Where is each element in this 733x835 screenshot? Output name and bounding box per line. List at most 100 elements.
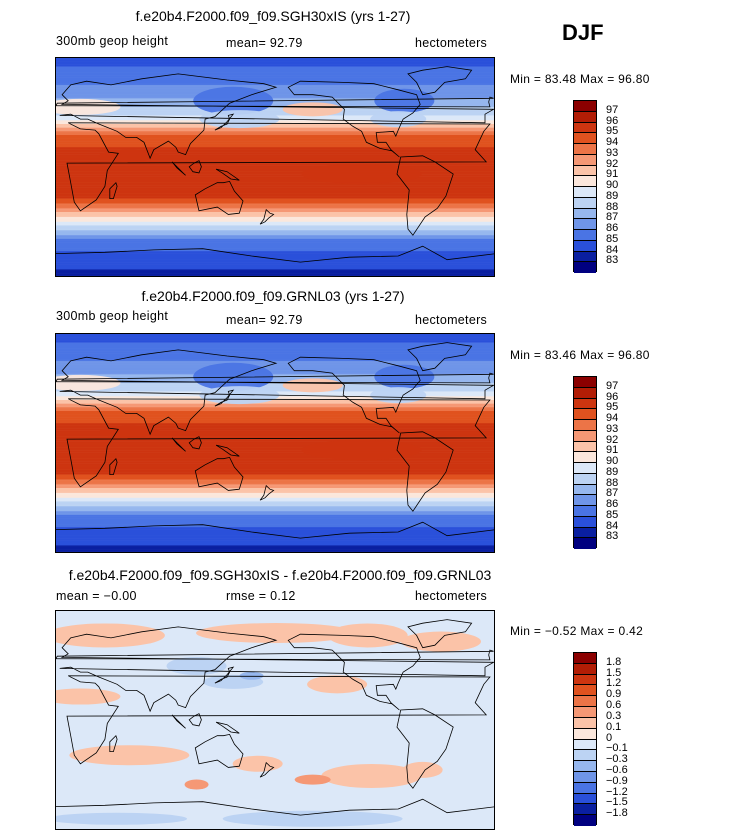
field-band [56, 439, 494, 441]
colorbar-segment [574, 516, 596, 528]
panel-2-title: f.e20b4.F2000.f09_f09.GRNL03 (yrs 1-27) [141, 288, 405, 304]
field-band [56, 95, 494, 98]
colorbar-tick-label: 91 [606, 444, 619, 457]
field-band [56, 376, 494, 379]
field-band [56, 152, 494, 154]
field-band [56, 70, 494, 72]
field-band [56, 505, 494, 507]
field-band [56, 163, 494, 165]
field-band [56, 62, 494, 65]
panel-2-map [55, 333, 495, 553]
colorbar-segment [574, 782, 596, 794]
field-band [56, 229, 494, 231]
field-band [56, 137, 494, 139]
colorbar-tick-label: 0.9 [606, 688, 622, 701]
field-anomaly [370, 387, 427, 404]
diff-anomaly [56, 623, 165, 648]
field-band [56, 335, 494, 337]
field-band [56, 202, 494, 204]
field-band [56, 342, 494, 345]
field-band [56, 404, 494, 407]
field-band [56, 431, 494, 434]
field-band [56, 500, 494, 502]
coastline [396, 708, 454, 789]
colorbar-segment [574, 165, 596, 177]
field-band [56, 197, 494, 199]
field-anomaly [282, 378, 343, 393]
coastline [171, 714, 186, 729]
colorbar-tick-label: 0.3 [606, 709, 622, 722]
field-band [56, 469, 494, 472]
panel-1-mean: mean= 92.79 [226, 36, 303, 50]
field-band [56, 155, 494, 158]
field-band [56, 442, 494, 445]
panel-2-variable: 300mb geop height [56, 309, 169, 323]
coastline [171, 437, 186, 452]
field-band [56, 511, 494, 513]
field-band [56, 491, 494, 494]
field-band [56, 407, 494, 409]
field-band [56, 433, 494, 435]
coastline [407, 342, 473, 372]
field-band [56, 182, 494, 185]
field-band [56, 166, 494, 169]
field-band [56, 84, 494, 87]
diff-anomaly [184, 779, 209, 790]
field-band [56, 494, 494, 496]
colorbar-segment [574, 793, 596, 805]
field-band [56, 441, 494, 444]
field-band [56, 215, 494, 218]
field-band [56, 172, 494, 175]
colorbar-segment [574, 685, 596, 697]
field-band [56, 100, 494, 103]
field-band [56, 124, 494, 126]
season-label: DJF [562, 20, 604, 45]
colorbar-tick-label: 96 [606, 114, 619, 127]
diff-anomaly [327, 623, 408, 648]
colorbar-tick-label: 93 [606, 422, 619, 435]
diff-anomaly [307, 675, 368, 694]
colorbar-tick-label: 88 [606, 476, 619, 489]
panel-2-units: hectometers [415, 313, 488, 327]
field-bands [56, 58, 494, 276]
field-band [56, 99, 494, 102]
field-band [56, 102, 494, 104]
field-band [56, 94, 494, 97]
field-band [56, 245, 494, 247]
field-band [56, 127, 494, 130]
field-band [56, 417, 494, 419]
colorbar-segment [574, 761, 596, 772]
field-anomaly [193, 86, 274, 115]
field-band [56, 87, 494, 89]
colorbar-tick-label: 90 [606, 179, 619, 191]
field-band [56, 434, 494, 436]
colorbar-segment [574, 219, 596, 230]
field-band [56, 540, 494, 543]
colorbar-tick-label: 86 [606, 222, 619, 234]
panel-2-max-label: Max = [580, 348, 615, 362]
colorbar-segment [574, 663, 596, 675]
colorbar-segment [574, 441, 596, 453]
field-band [56, 429, 494, 431]
field-band [56, 447, 494, 450]
colorbar-segment [574, 176, 596, 187]
field-band [56, 453, 494, 456]
colorbar-segment [574, 696, 596, 708]
field-band [56, 384, 494, 386]
field-band [56, 88, 494, 91]
coastline [59, 626, 494, 713]
field-band [56, 192, 494, 194]
coastline [66, 675, 491, 765]
panel-2-minmax: Min = 83.46 Max = 96.80 [510, 348, 650, 362]
field-band [56, 165, 494, 168]
colorbar-segment [574, 187, 596, 198]
field-band [56, 543, 494, 545]
field-band [56, 234, 494, 236]
coastline [194, 733, 244, 768]
field-band [56, 521, 494, 523]
field-band [56, 346, 494, 348]
field-band [56, 253, 494, 256]
field-band [56, 132, 494, 135]
field-band [56, 519, 494, 522]
field-band [56, 128, 494, 131]
